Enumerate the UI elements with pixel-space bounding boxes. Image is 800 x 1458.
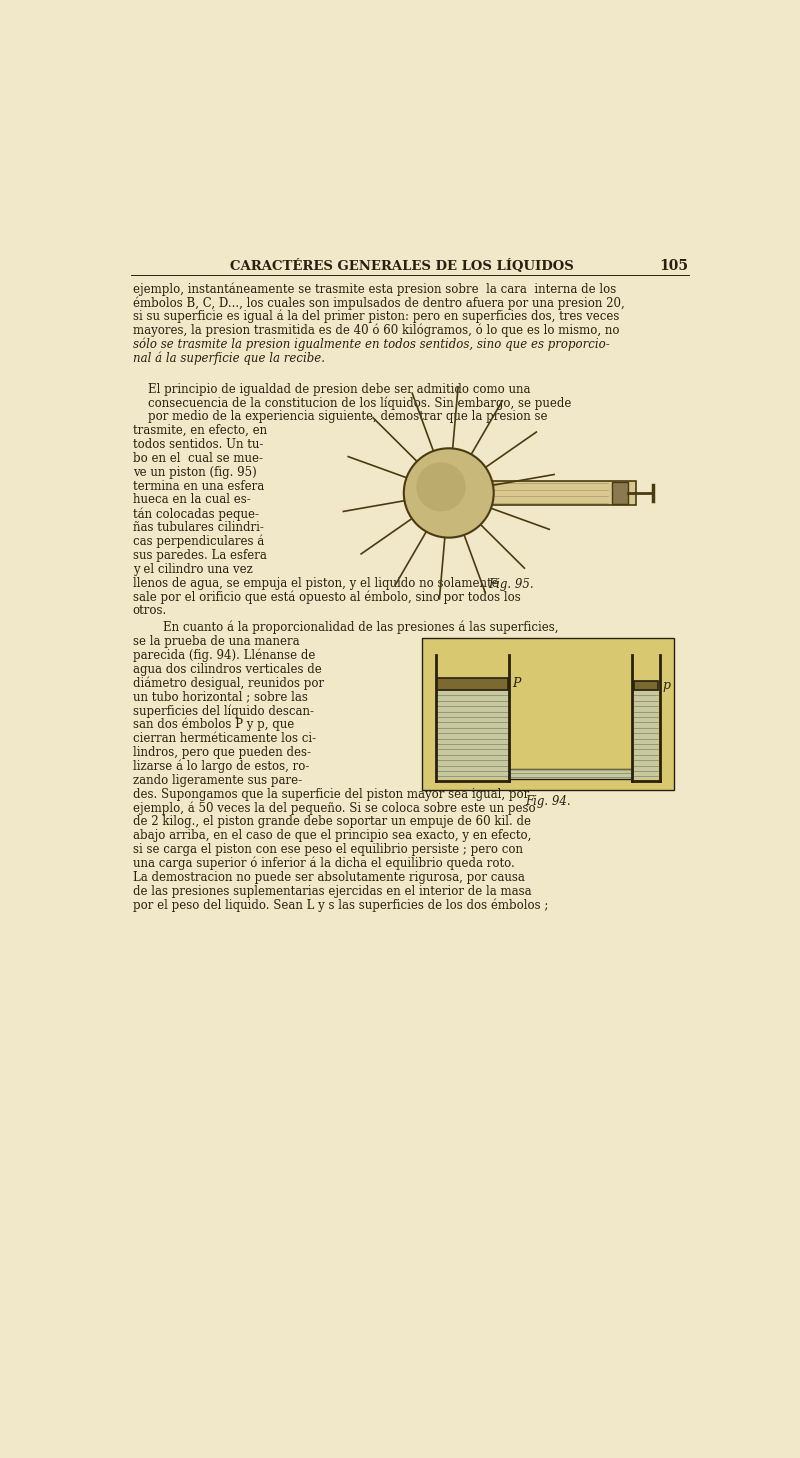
Text: zando ligeramente sus pare-: zando ligeramente sus pare-: [133, 774, 302, 787]
Text: otros.: otros.: [133, 604, 167, 617]
Text: consecuencia de la constitucion de los líquidos. Sin embargo, se puede: consecuencia de la constitucion de los l…: [148, 397, 571, 410]
Text: cas perpendiculares á: cas perpendiculares á: [133, 535, 264, 548]
Text: si su superficie es igual á la del primer piston: pero en superficies dos, tres : si su superficie es igual á la del prime…: [133, 311, 619, 324]
Text: p: p: [662, 679, 670, 693]
Text: hueca en la cual es-: hueca en la cual es-: [133, 493, 250, 506]
Text: por medio de la experiencia siguiente, demostrar que la presion se: por medio de la experiencia siguiente, d…: [148, 410, 547, 423]
Text: cierran herméticamente los ci-: cierran herméticamente los ci-: [133, 732, 316, 745]
Text: y el cilindro una vez: y el cilindro una vez: [133, 563, 252, 576]
Text: de 2 kilog., el piston grande debe soportar un empuje de 60 kil. de: de 2 kilog., el piston grande debe sopor…: [133, 815, 530, 828]
Text: superficies del líquido descan-: superficies del líquido descan-: [133, 704, 314, 717]
Bar: [612, 483, 628, 504]
Text: ejemplo, á 50 veces la del pequeño. Si se coloca sobre este un peso: ejemplo, á 50 veces la del pequeño. Si s…: [133, 800, 535, 815]
Text: de las presiones suplementarias ejercidas en el interior de la masa: de las presiones suplementarias ejercida…: [133, 885, 531, 898]
Text: lindros, pero que pueden des-: lindros, pero que pueden des-: [133, 746, 310, 760]
Bar: [437, 690, 508, 780]
Text: llenos de agua, se empuja el piston, y el liquido no solamente: llenos de agua, se empuja el piston, y e…: [133, 576, 498, 589]
Text: El principio de igualdad de presion debe ser admitido como una: El principio de igualdad de presion debe…: [148, 382, 530, 395]
Text: des. Supongamos que la superficie del piston mayor sea igual, por: des. Supongamos que la superficie del pi…: [133, 787, 529, 800]
Circle shape: [404, 448, 494, 538]
Text: diámetro desigual, reunidos por: diámetro desigual, reunidos por: [133, 677, 324, 690]
Text: P: P: [512, 678, 521, 691]
Text: tán colocadas peque-: tán colocadas peque-: [133, 507, 258, 521]
Text: agua dos cilindros verticales de: agua dos cilindros verticales de: [133, 663, 322, 677]
Text: se la prueba de una manera: se la prueba de una manera: [133, 636, 299, 647]
Text: ve un piston (fig. 95): ve un piston (fig. 95): [133, 465, 256, 478]
Bar: [509, 768, 633, 780]
Text: por el peso del liquido. Sean L y s las superficies de los dos émbolos ;: por el peso del liquido. Sean L y s las …: [133, 898, 548, 911]
Text: Fig. 94.: Fig. 94.: [525, 795, 570, 808]
Bar: [422, 637, 674, 790]
Text: abajo arriba, en el caso de que el principio sea exacto, y en efecto,: abajo arriba, en el caso de que el princ…: [133, 830, 531, 843]
Text: trasmite, en efecto, en: trasmite, en efecto, en: [133, 424, 266, 437]
Text: una carga superior ó inferior á la dicha el equilibrio queda roto.: una carga superior ó inferior á la dicha…: [133, 857, 514, 870]
Text: ñas tubulares cilindri-: ñas tubulares cilindri-: [133, 521, 263, 534]
Text: san dos émbolos P y p, que: san dos émbolos P y p, que: [133, 717, 294, 732]
Text: émbolos B, C, D..., los cuales son impulsados de dentro afuera por una presion 2: émbolos B, C, D..., los cuales son impul…: [133, 296, 624, 309]
Text: parecida (fig. 94). Llénanse de: parecida (fig. 94). Llénanse de: [133, 649, 315, 662]
Text: ejemplo, instantáneamente se trasmite esta presion sobre  la cara  interna de lo: ejemplo, instantáneamente se trasmite es…: [133, 283, 616, 296]
Bar: [634, 681, 658, 690]
Bar: [492, 481, 635, 506]
Circle shape: [416, 462, 466, 512]
Bar: [634, 690, 658, 780]
Text: sus paredes. La esfera: sus paredes. La esfera: [133, 548, 266, 561]
Text: lizarse á lo largo de estos, ro-: lizarse á lo largo de estos, ro-: [133, 760, 309, 773]
Bar: [437, 678, 508, 690]
Text: termina en una esfera: termina en una esfera: [133, 480, 264, 493]
Text: CARACTÉRES GENERALES DE LOS LÍQUIDOS: CARACTÉRES GENERALES DE LOS LÍQUIDOS: [230, 260, 574, 273]
Text: La demostracion no puede ser absolutamente rigurosa, por causa: La demostracion no puede ser absolutamen…: [133, 870, 525, 884]
Text: sale por el orificio que está opuesto al émbolo, sino por todos los: sale por el orificio que está opuesto al…: [133, 590, 520, 604]
Text: un tubo horizontal ; sobre las: un tubo horizontal ; sobre las: [133, 691, 307, 704]
Text: todos sentidos. Un tu-: todos sentidos. Un tu-: [133, 437, 263, 451]
Text: bo en el  cual se mue-: bo en el cual se mue-: [133, 452, 262, 465]
Text: mayores, la presion trasmitida es de 40 ó 60 kilógramos, ó lo que es lo mismo, n: mayores, la presion trasmitida es de 40 …: [133, 324, 619, 337]
Text: nal á la superficie que la recibe.: nal á la superficie que la recibe.: [133, 351, 325, 364]
Text: si se carga el piston con ese peso el equilibrio persiste ; pero con: si se carga el piston con ese peso el eq…: [133, 843, 522, 856]
Text: Fig. 95.: Fig. 95.: [488, 579, 534, 592]
Text: sólo se trasmite la presion igualmente en todos sentidos, sino que es proporcio-: sólo se trasmite la presion igualmente e…: [133, 338, 610, 351]
Text: En cuanto á la proporcionalidad de las presiones á las superficies,: En cuanto á la proporcionalidad de las p…: [148, 621, 558, 634]
Text: 105: 105: [659, 260, 688, 273]
